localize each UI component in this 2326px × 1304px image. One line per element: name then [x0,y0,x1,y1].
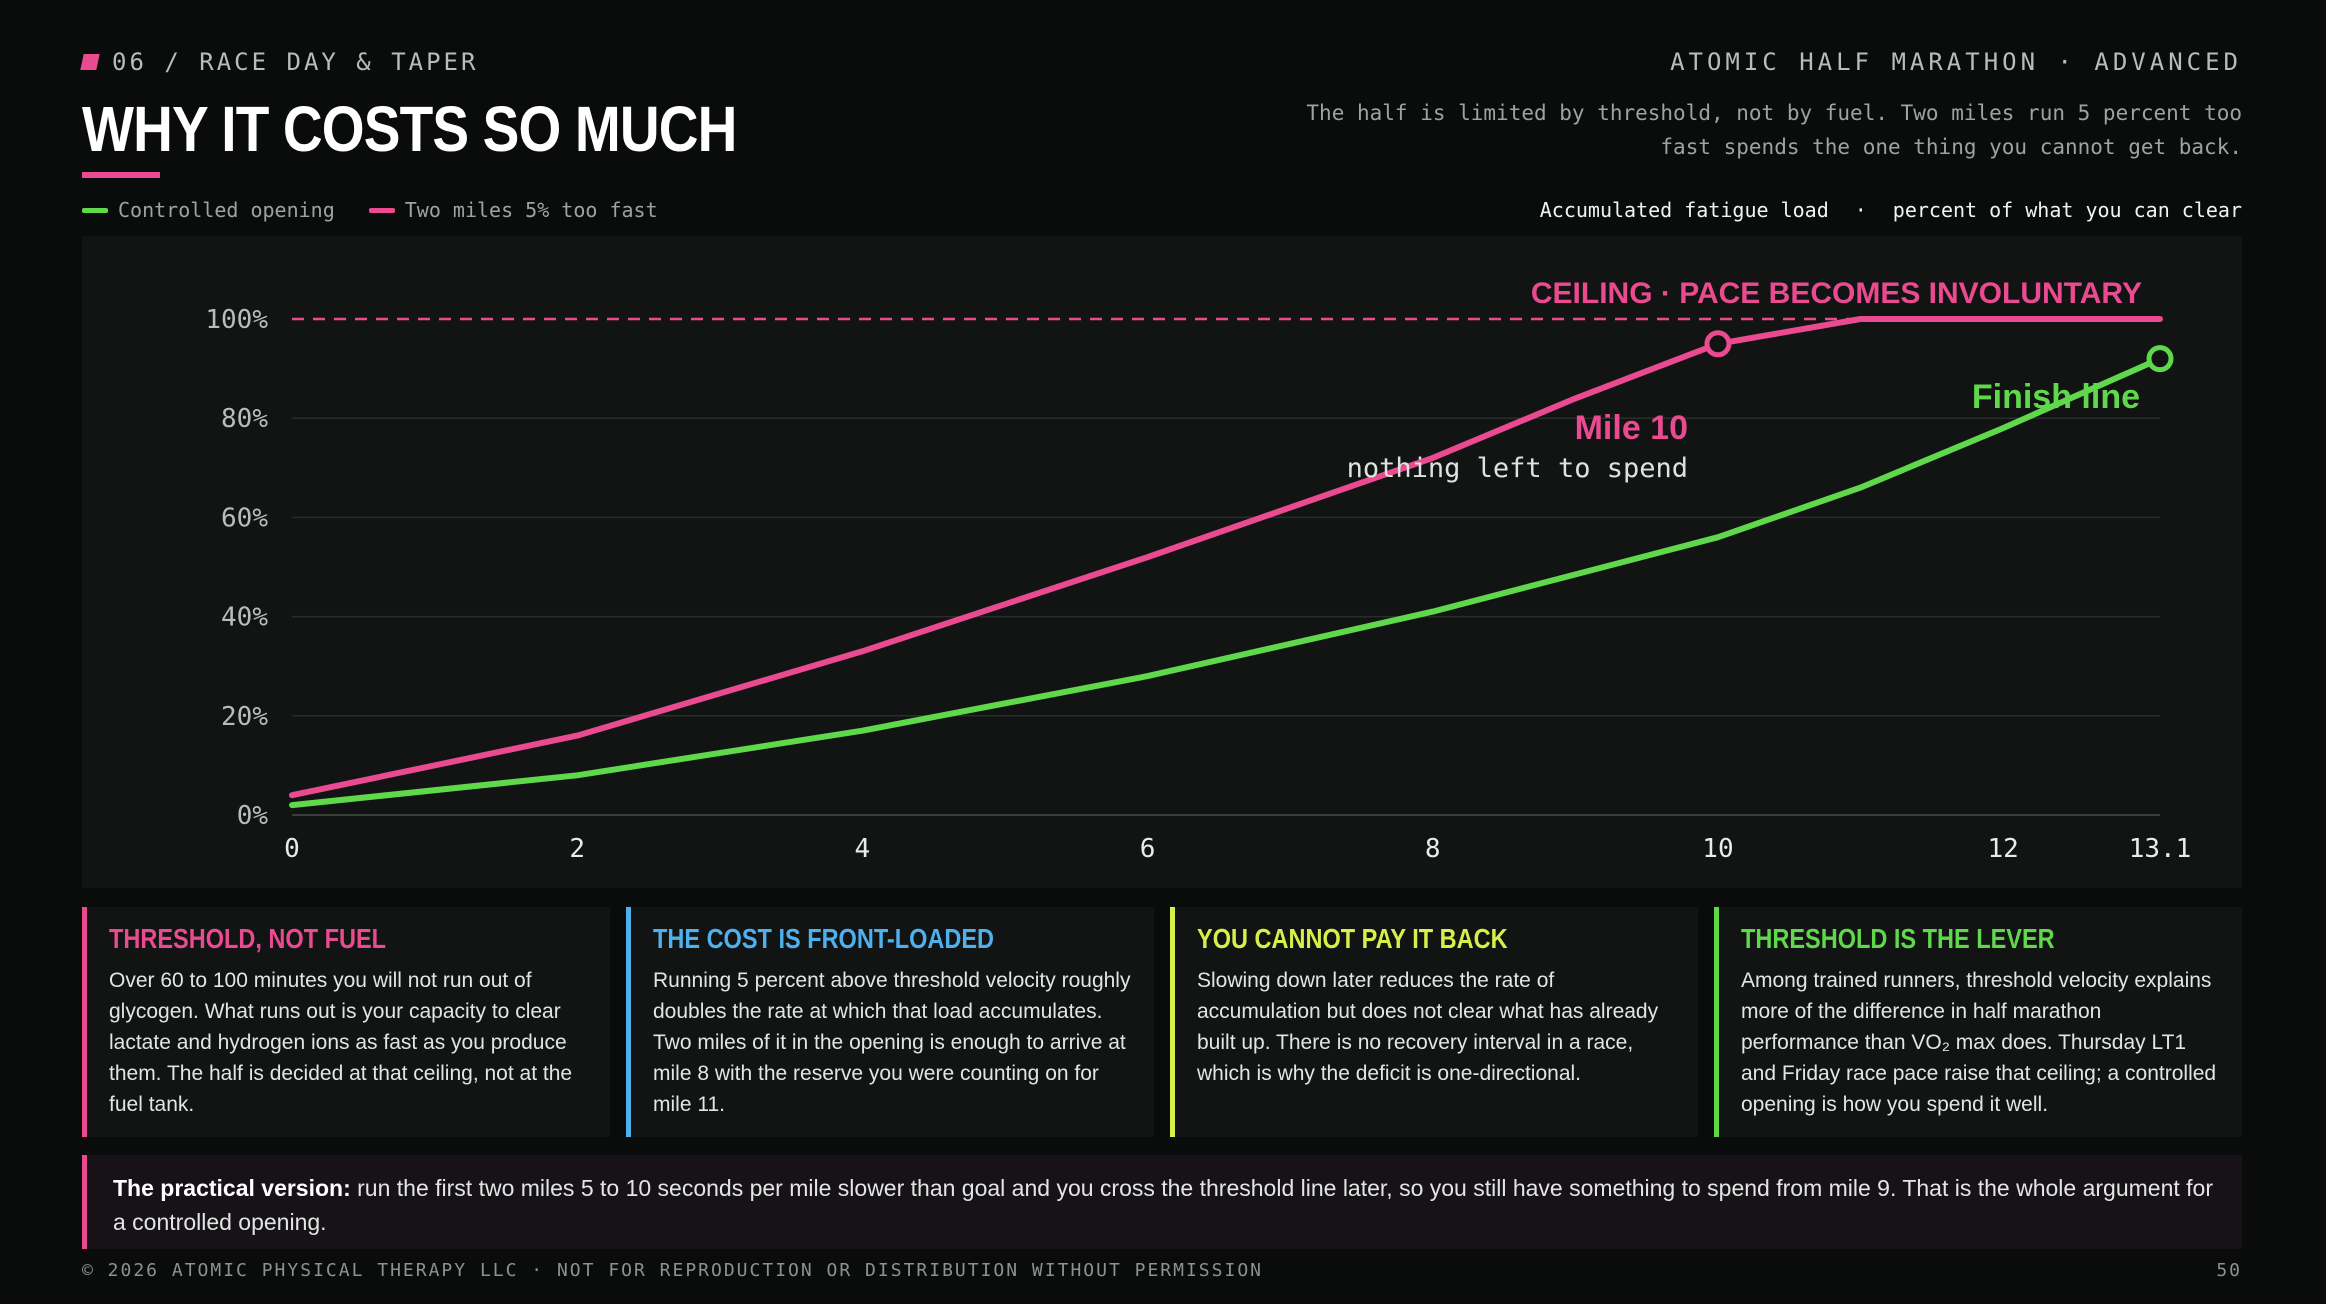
mile-10-sublabel: nothing left to spend [1347,453,1688,484]
kicker-text: 06 / RACE DAY & TAPER [112,48,479,76]
chart-panel: 0% 20% 40% 60% 80% 100% 0 2 4 6 8 10 12 13.1 CEILING ·… [82,236,2242,888]
section-marker-icon [80,54,100,70]
legend-swatch-pink [368,207,395,213]
metric-separator: · [1854,198,1867,222]
fatigue-line-chart: 0% 20% 40% 60% 80% 100% 0 2 4 6 8 10 12 13.1 CEILING ·… [205,277,2192,864]
legend-swatch-green [82,207,108,213]
x-tick-label: 10 [1702,834,1733,864]
x-tick-label: 8 [1425,834,1441,864]
finish-line-label: Finish line [1972,378,2140,416]
y-tick-label: 0% [237,801,269,831]
practical-callout: The practical version: run the first two… [82,1155,2242,1249]
x-tick-label: 13.1 [2129,834,2192,864]
y-tick-label: 60% [221,503,268,533]
card-body: Running 5 percent above threshold veloci… [653,969,1131,1116]
card-threshold-not-fuel: THRESHOLD, NOT FUEL Over 60 to 100 minut… [82,907,610,1137]
title-underline [82,172,160,178]
mile-10-marker [1704,330,1732,358]
x-tick-label: 4 [855,834,871,864]
legend-item-controlled: Controlled opening [82,198,335,222]
chart-legend: Controlled opening Two miles 5% too fast [82,198,658,222]
y-tick-label: 100% [205,305,268,335]
card-threshold-lever: THRESHOLD IS THE LEVER Among trained run… [1714,907,2242,1137]
card-title: THRESHOLD IS THE LEVER [1741,923,2055,954]
mile-10-label: Mile 10 [1575,409,1688,447]
card-body: Over 60 to 100 minutes you will not run … [109,969,573,1116]
legend-label: Two miles 5% too fast [404,198,658,222]
card-body: Slowing down later reduces the rate of a… [1197,969,1659,1085]
x-tick-label: 0 [284,834,300,864]
metric-unit: percent of what you can clear [1892,198,2242,222]
legend-item-too-fast: Two miles 5% too fast [368,198,658,222]
y-tick-label: 40% [221,603,268,633]
y-tick-label: 20% [221,702,268,732]
insight-cards: THRESHOLD, NOT FUEL Over 60 to 100 minut… [82,907,2242,1137]
legend-label: Controlled opening [118,198,335,222]
program-brand: ATOMIC HALF MARATHON · ADVANCED [1670,48,2242,76]
x-tick-label: 6 [1140,834,1156,864]
x-tick-label: 2 [569,834,585,864]
y-tick-label: 80% [221,404,268,434]
ceiling-label: CEILING · PACE BECOMES INVOLUNTARY [1531,277,2142,310]
page-footer: © 2026 ATOMIC PHYSICAL THERAPY LLC · NOT… [82,1260,2242,1281]
finish-line-marker [2146,345,2174,373]
metric-name: Accumulated fatigue load [1539,198,1829,222]
card-front-loaded: THE COST IS FRONT-LOADED Running 5 perce… [626,907,1154,1137]
card-title: THRESHOLD, NOT FUEL [109,923,387,954]
series-line-too-fast [289,316,2163,799]
card-body: Among trained runners, threshold velocit… [1741,969,2217,1116]
x-tick-label: 12 [1987,834,2018,864]
card-title: THE COST IS FRONT-LOADED [653,923,995,954]
series-line-controlled [289,355,2163,809]
card-cannot-pay-back: YOU CANNOT PAY IT BACK Slowing down late… [1170,907,1698,1137]
section-kicker: 06 / RACE DAY & TAPER [80,48,479,76]
page-title: WHY IT COSTS SO MUCH [82,93,737,165]
practical-lead: The practical version: [113,1175,351,1201]
page-number: 50 [2216,1260,2242,1281]
chart-metric-label: Accumulated fatigue load · percent of wh… [1540,198,2242,222]
copyright-notice: © 2026 ATOMIC PHYSICAL THERAPY LLC · NOT… [82,1260,1263,1281]
practical-text: run the first two miles 5 to 10 seconds … [113,1175,2213,1235]
page-subtitle: The half is limited by threshold, not by… [1306,101,2242,159]
card-title: YOU CANNOT PAY IT BACK [1197,923,1508,954]
